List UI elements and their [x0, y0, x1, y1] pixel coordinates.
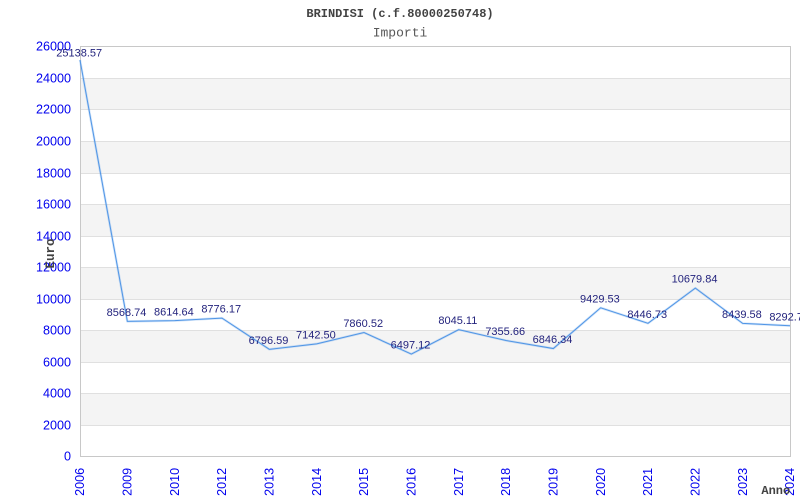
svg-text:2021: 2021 — [641, 468, 655, 496]
svg-text:Anno: Anno — [761, 484, 790, 498]
svg-text:2019: 2019 — [547, 468, 561, 496]
svg-text:9429.53: 9429.53 — [580, 293, 620, 305]
svg-text:16000: 16000 — [36, 198, 71, 212]
svg-text:6846.34: 6846.34 — [533, 334, 573, 346]
svg-text:7142.50: 7142.50 — [296, 329, 336, 341]
svg-text:2014: 2014 — [310, 468, 324, 496]
svg-text:20000: 20000 — [36, 135, 71, 149]
svg-text:8045.11: 8045.11 — [438, 315, 477, 327]
svg-text:8446.73: 8446.73 — [627, 309, 667, 321]
svg-text:2017: 2017 — [452, 468, 466, 496]
svg-text:25138.57: 25138.57 — [56, 47, 102, 59]
svg-text:2022: 2022 — [689, 468, 703, 496]
svg-text:6796.59: 6796.59 — [249, 335, 289, 347]
svg-text:2024: 2024 — [783, 468, 797, 496]
svg-text:2009: 2009 — [121, 468, 135, 496]
svg-text:2018: 2018 — [499, 468, 513, 496]
svg-text:18000: 18000 — [36, 167, 71, 181]
svg-text:2013: 2013 — [263, 468, 277, 496]
svg-text:8439.58: 8439.58 — [722, 309, 762, 321]
svg-text:7860.52: 7860.52 — [343, 318, 383, 330]
svg-text:8614.64: 8614.64 — [154, 306, 194, 318]
svg-text:8776.17: 8776.17 — [201, 304, 241, 316]
svg-text:24000: 24000 — [36, 72, 71, 86]
svg-text:8568.74: 8568.74 — [107, 307, 147, 319]
svg-text:2010: 2010 — [168, 468, 182, 496]
svg-text:8000: 8000 — [43, 324, 71, 338]
svg-text:2020: 2020 — [594, 468, 608, 496]
svg-text:2006: 2006 — [73, 468, 87, 496]
svg-text:8292.77: 8292.77 — [769, 311, 800, 323]
svg-text:12000: 12000 — [36, 261, 71, 275]
svg-text:2016: 2016 — [405, 468, 419, 496]
svg-text:Euro: Euro — [44, 239, 58, 269]
svg-text:22000: 22000 — [36, 103, 71, 117]
svg-text:7355.66: 7355.66 — [485, 326, 525, 338]
svg-text:10679.84: 10679.84 — [672, 274, 718, 286]
svg-text:0: 0 — [64, 450, 71, 464]
svg-text:6497.12: 6497.12 — [391, 340, 431, 352]
svg-text:14000: 14000 — [36, 230, 71, 244]
svg-text:2015: 2015 — [357, 468, 371, 496]
svg-text:2000: 2000 — [43, 419, 71, 433]
svg-text:Importi: Importi — [373, 26, 428, 41]
svg-text:2023: 2023 — [736, 468, 750, 496]
svg-text:4000: 4000 — [43, 387, 71, 401]
svg-text:BRINDISI (c.f.80000250748): BRINDISI (c.f.80000250748) — [306, 7, 493, 21]
svg-text:6000: 6000 — [43, 356, 71, 370]
svg-text:10000: 10000 — [36, 293, 71, 307]
svg-text:26000: 26000 — [36, 40, 71, 54]
svg-text:2012: 2012 — [215, 468, 229, 496]
